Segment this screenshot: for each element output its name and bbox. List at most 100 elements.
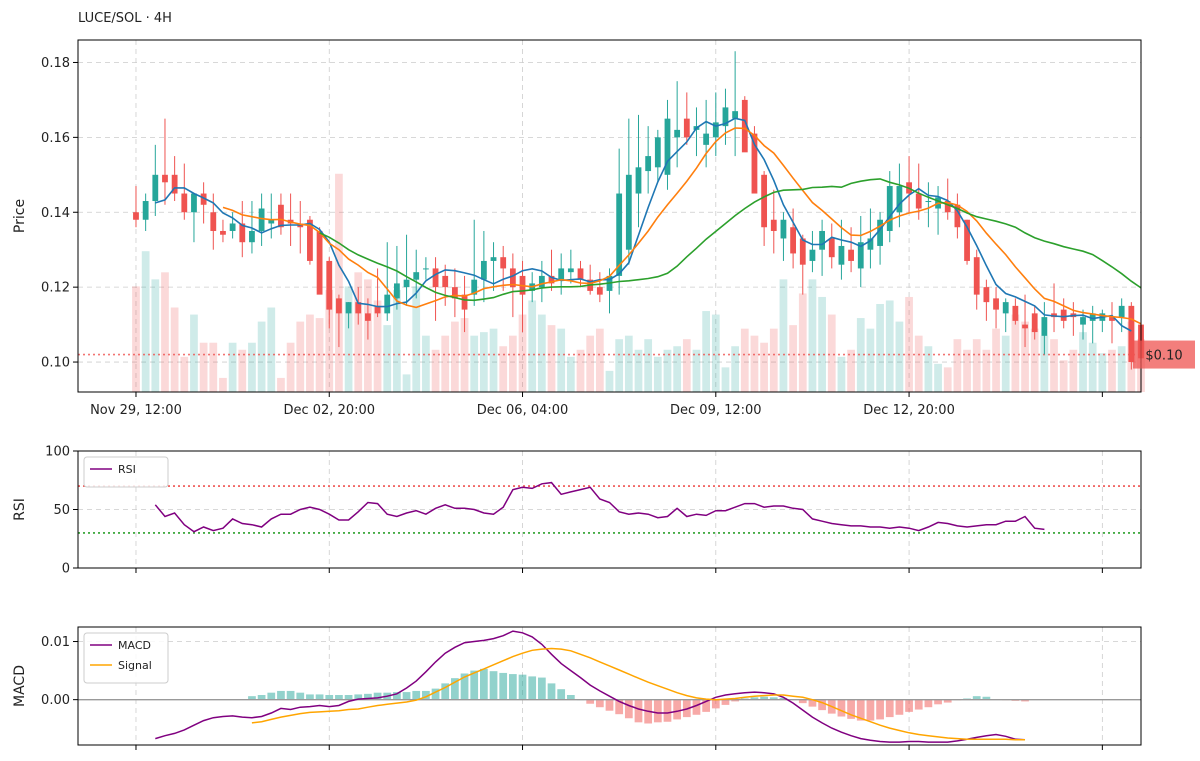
- y-tick-label: 0.14: [41, 206, 70, 221]
- rsi-axis-ticks: 0 50 100: [45, 445, 1103, 577]
- volume-bar: [228, 342, 237, 392]
- price-tag-box: [1133, 340, 1195, 369]
- volume-bar: [480, 332, 488, 392]
- candle-body: [229, 223, 236, 231]
- candle-body: [722, 107, 729, 127]
- candle-body: [712, 122, 719, 138]
- candle: [712, 92, 719, 157]
- candle: [935, 186, 941, 235]
- candle: [645, 126, 652, 194]
- candle: [993, 287, 999, 329]
- candle: [1002, 298, 1009, 333]
- volume-bars: [132, 173, 1145, 392]
- candle: [500, 245, 507, 291]
- candle-body: [451, 287, 458, 299]
- candle: [239, 201, 246, 258]
- macd-panel: 0.00 0.01 MACD MACD Signal: [12, 626, 1142, 750]
- candle: [654, 129, 661, 183]
- candle: [191, 193, 197, 243]
- candle-body: [268, 219, 275, 224]
- volume-bar: [1117, 346, 1126, 392]
- volume-bar: [547, 325, 556, 392]
- candle: [490, 242, 497, 291]
- candle-body: [1118, 305, 1125, 318]
- volume-bar: [876, 304, 884, 392]
- macd-histogram-bar: [615, 699, 624, 715]
- candle-body: [867, 238, 874, 250]
- macd-histogram-bar: [808, 699, 817, 707]
- macd-histogram-bar: [373, 692, 382, 700]
- rsi-legend: RSI: [83, 456, 169, 488]
- volume-bar: [335, 173, 343, 392]
- macd-histogram-bar: [402, 692, 411, 700]
- macd-histogram-bar: [267, 692, 276, 700]
- candle: [461, 275, 468, 333]
- volume-bar: [489, 328, 498, 392]
- macd-histogram-bar: [547, 683, 556, 700]
- candle-body: [993, 298, 999, 310]
- volume-bar: [789, 325, 797, 392]
- volume-bar: [141, 251, 150, 392]
- macd-histogram-bar: [943, 699, 952, 703]
- candle: [558, 253, 565, 295]
- volume-bar: [151, 279, 160, 392]
- candle: [365, 298, 371, 340]
- volume-bar: [422, 335, 430, 392]
- volume-bar: [306, 314, 314, 392]
- volume-bar: [1021, 321, 1029, 392]
- volume-bar: [808, 279, 817, 392]
- candle-body: [567, 268, 574, 273]
- candle-body: [171, 174, 178, 194]
- volume-bar: [470, 335, 479, 392]
- macd-histogram-bar: [296, 692, 305, 700]
- volume-bar: [798, 293, 807, 392]
- candle: [1060, 298, 1067, 329]
- candle-body: [838, 245, 845, 265]
- candle: [944, 178, 951, 220]
- volume-bar: [1030, 328, 1039, 392]
- volume-bar: [393, 289, 401, 392]
- volume-bar: [866, 328, 875, 392]
- macd-series-line: [155, 630, 1026, 743]
- candle: [422, 257, 429, 280]
- x-tick-label: Nov 29, 12:00: [90, 403, 182, 418]
- candle: [1109, 302, 1115, 344]
- macd-histogram-bar: [480, 668, 488, 700]
- candle: [326, 257, 333, 329]
- candle: [780, 212, 787, 261]
- candle-body: [374, 305, 381, 314]
- volume-bar: [615, 339, 624, 392]
- candle: [355, 287, 362, 325]
- candle: [1128, 302, 1135, 370]
- candle: [297, 201, 304, 254]
- volume-bar: [1011, 314, 1020, 392]
- candle-body: [1060, 309, 1067, 321]
- candle: [1041, 302, 1048, 355]
- volume-bar: [711, 314, 720, 392]
- volume-bar: [731, 346, 739, 392]
- macd-histogram-bar: [924, 699, 933, 708]
- candle: [790, 208, 797, 269]
- candle-body: [616, 193, 623, 276]
- candle: [587, 264, 594, 295]
- volume-bar: [1108, 349, 1116, 392]
- candle: [799, 234, 806, 295]
- volume-bar: [296, 321, 305, 392]
- candle-body: [210, 212, 217, 231]
- volume-bar: [644, 339, 653, 392]
- candle: [925, 182, 932, 228]
- macd-axes-frame: [77, 626, 1142, 746]
- candle-body: [142, 201, 149, 220]
- candle-body: [732, 111, 739, 119]
- x-tick-label: Dec 09, 12:00: [670, 403, 762, 418]
- legend-entry: RSI: [118, 463, 136, 476]
- candle-body: [249, 230, 255, 243]
- volume-bar: [257, 321, 266, 392]
- candle: [384, 242, 391, 321]
- volume-bar: [383, 325, 392, 392]
- volume-bar: [818, 296, 826, 392]
- candle-body: [751, 133, 758, 194]
- candle-body: [345, 302, 352, 314]
- macd-histogram-bar: [972, 696, 981, 700]
- candle: [838, 219, 845, 280]
